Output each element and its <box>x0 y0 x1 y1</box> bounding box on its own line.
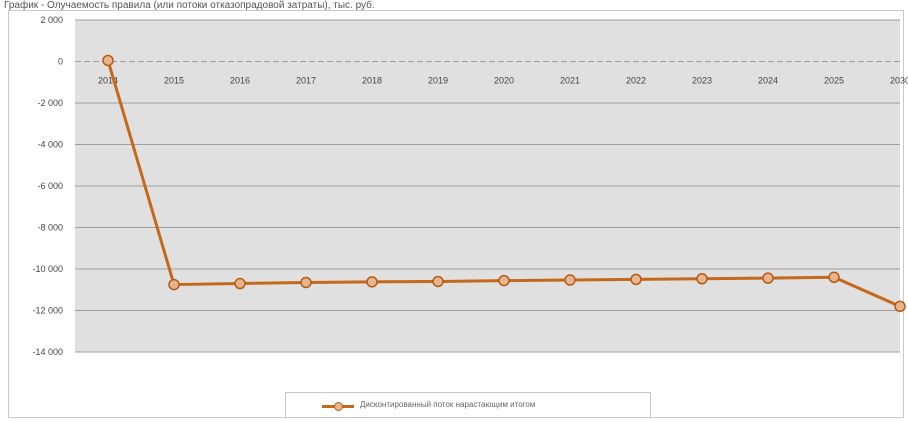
data-point <box>894 300 906 313</box>
data-point <box>168 278 180 291</box>
y-tick-label: -10 000 <box>32 264 63 274</box>
x-tick-label: 2024 <box>758 76 778 86</box>
chart-title: График - Олучаемость правила (или потоки… <box>4 0 375 11</box>
data-point <box>498 274 510 287</box>
y-tick-label: -14 000 <box>32 347 63 357</box>
y-tick-label: -2 000 <box>37 98 63 108</box>
data-point <box>234 277 246 290</box>
data-point <box>828 271 840 284</box>
y-tick-label: -8 000 <box>37 223 63 233</box>
data-point <box>300 276 312 289</box>
x-tick-label: 2014 <box>98 76 118 86</box>
x-tick-label: 2020 <box>494 76 514 86</box>
data-point <box>630 273 642 286</box>
data-point <box>432 275 444 288</box>
x-tick-label: 2019 <box>428 76 448 86</box>
y-tick-label: 0 <box>58 57 63 67</box>
y-tick-label: -4 000 <box>37 140 63 150</box>
x-tick-label: 2015 <box>164 76 184 86</box>
x-tick-label: 2021 <box>560 76 580 86</box>
data-point <box>366 276 378 288</box>
legend-label: Дисконтированный поток нарастающим итого… <box>360 400 536 409</box>
data-point <box>762 272 774 284</box>
data-point <box>102 54 114 67</box>
legend-marker-swatch <box>334 402 343 411</box>
data-point <box>564 274 576 286</box>
data-point <box>696 273 708 285</box>
x-tick-label: 2016 <box>230 76 250 86</box>
x-tick-label: 2025 <box>824 76 844 86</box>
legend: Дисконтированный поток нарастающим итого… <box>285 392 651 418</box>
x-tick-label: 2017 <box>296 76 316 86</box>
x-tick-label: 2023 <box>692 76 712 86</box>
y-tick-label: -6 000 <box>37 181 63 191</box>
x-tick-label: 2022 <box>626 76 646 86</box>
y-tick-label: -12 000 <box>32 306 63 316</box>
y-tick-label: 2 000 <box>40 15 63 25</box>
x-tick-label: 2018 <box>362 76 382 86</box>
x-tick-label: 2030 <box>890 76 908 86</box>
